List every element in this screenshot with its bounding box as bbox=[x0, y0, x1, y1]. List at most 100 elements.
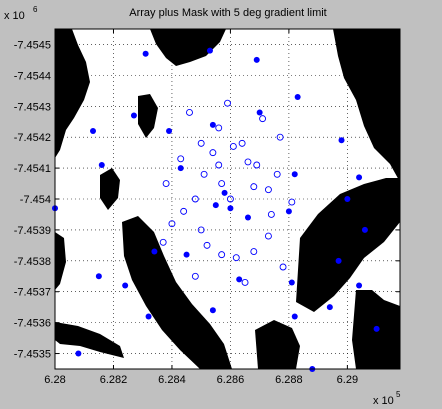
data-point-open bbox=[200, 170, 208, 178]
data-point-filled bbox=[356, 174, 363, 181]
y-tick-label: -7.4535 bbox=[14, 349, 51, 361]
data-point-open bbox=[288, 198, 296, 206]
data-point-filled bbox=[335, 257, 342, 264]
data-point-open bbox=[244, 158, 252, 166]
data-point-open bbox=[215, 124, 223, 132]
data-point-filled bbox=[95, 273, 102, 280]
data-point-open bbox=[273, 170, 281, 178]
data-point-open bbox=[209, 149, 217, 157]
data-point-filled bbox=[212, 202, 219, 209]
data-point-filled bbox=[326, 304, 333, 311]
data-point-filled bbox=[236, 276, 243, 283]
data-point-filled bbox=[142, 50, 149, 57]
data-point-open bbox=[250, 183, 258, 191]
data-point-filled bbox=[166, 128, 173, 134]
y-tick-label: -7.4537 bbox=[14, 287, 51, 299]
data-point-filled bbox=[253, 56, 260, 63]
data-point-filled bbox=[75, 350, 82, 357]
chart-title: Array plus Mask with 5 deg gradient limi… bbox=[129, 7, 326, 19]
mask-region-west-patch bbox=[100, 168, 120, 210]
data-point-filled bbox=[288, 279, 295, 286]
data-point-filled bbox=[285, 208, 292, 215]
data-point-filled bbox=[183, 251, 190, 258]
data-markers bbox=[52, 47, 380, 372]
data-point-open bbox=[259, 115, 267, 123]
mask-region-north-small bbox=[138, 94, 158, 138]
data-point-filled bbox=[256, 109, 263, 116]
data-point-filled bbox=[206, 47, 213, 54]
data-point-open bbox=[264, 232, 272, 240]
data-point-open bbox=[226, 195, 234, 203]
data-point-filled bbox=[151, 248, 158, 255]
data-point-open bbox=[241, 279, 249, 286]
data-point-open bbox=[253, 161, 261, 169]
data-point-filled bbox=[90, 128, 97, 134]
data-point-open bbox=[191, 195, 199, 203]
data-point-filled bbox=[221, 189, 228, 196]
data-point-open bbox=[197, 139, 205, 147]
data-point-open bbox=[279, 263, 287, 271]
data-point-open bbox=[162, 180, 170, 187]
y-axis-exponent: 6 bbox=[33, 5, 38, 14]
mask-regions bbox=[55, 29, 400, 369]
y-tick-label: -7.4536 bbox=[14, 318, 51, 330]
data-point-filled bbox=[294, 94, 301, 100]
data-point-filled bbox=[291, 171, 298, 178]
x-tick-label: 6.282 bbox=[100, 374, 128, 386]
plot-area: 6.28 6.282 6.284 6.286 6.288 6.29 -7.4545-7.4… bbox=[14, 28, 401, 386]
y-axis-multiplier: x 10 bbox=[4, 10, 25, 22]
mask-region-northeast bbox=[333, 29, 400, 182]
mask-region-northwest bbox=[55, 29, 90, 158]
data-point-filled bbox=[227, 205, 234, 212]
data-point-filled bbox=[145, 313, 152, 320]
data-point-open bbox=[197, 226, 205, 234]
data-point-filled bbox=[122, 282, 129, 289]
mask-region-southwest bbox=[122, 216, 232, 369]
data-point-open bbox=[267, 211, 275, 218]
data-point-filled bbox=[338, 137, 345, 144]
data-point-open bbox=[186, 109, 193, 116]
data-point-open bbox=[215, 161, 223, 169]
y-tick-label: -7.4543 bbox=[14, 101, 51, 113]
data-point-filled bbox=[98, 162, 105, 168]
data-point-open bbox=[168, 220, 176, 228]
data-point-filled bbox=[291, 313, 298, 320]
x-axis-exponent: 5 bbox=[396, 390, 401, 399]
data-point-open bbox=[203, 241, 211, 249]
data-point-open bbox=[191, 272, 199, 280]
data-point-filled bbox=[361, 226, 368, 233]
data-point-open bbox=[180, 207, 188, 215]
data-point-filled bbox=[244, 214, 251, 221]
data-point-filled bbox=[356, 282, 363, 289]
mask-region-north-ridge bbox=[150, 29, 226, 66]
data-point-filled bbox=[209, 307, 216, 314]
mask-region-west-edge bbox=[55, 232, 66, 290]
data-point-open bbox=[224, 99, 231, 107]
x-tick-label: 6.284 bbox=[158, 374, 186, 386]
data-point-open bbox=[159, 238, 167, 246]
data-point-filled bbox=[373, 325, 380, 332]
data-point-open bbox=[177, 155, 185, 163]
mask-region-south-low bbox=[255, 320, 300, 369]
y-tick-label: -7.454 bbox=[20, 194, 51, 206]
data-point-open bbox=[250, 248, 258, 255]
data-point-open bbox=[238, 139, 246, 147]
y-tick-label: -7.4544 bbox=[14, 70, 51, 82]
data-point-filled bbox=[177, 165, 184, 172]
y-tick-label: -7.4541 bbox=[14, 163, 51, 175]
data-point-open bbox=[276, 133, 284, 141]
y-tick-label: -7.4542 bbox=[14, 132, 51, 144]
y-tick-label: -7.4545 bbox=[14, 39, 51, 51]
data-point-open bbox=[218, 251, 226, 259]
data-point-filled bbox=[344, 196, 351, 202]
data-point-open bbox=[264, 186, 272, 194]
data-point-open bbox=[218, 180, 226, 187]
x-tick-label: 6.28 bbox=[44, 374, 65, 386]
x-tick-label: 6.288 bbox=[275, 374, 303, 386]
data-point-open bbox=[232, 254, 240, 262]
x-axis: 6.28 6.282 6.284 6.286 6.288 6.29 bbox=[44, 29, 358, 386]
mask-region-south-strip bbox=[55, 322, 124, 358]
x-axis-multiplier: x 10 bbox=[373, 395, 394, 407]
x-tick-label: 6.29 bbox=[337, 374, 358, 386]
